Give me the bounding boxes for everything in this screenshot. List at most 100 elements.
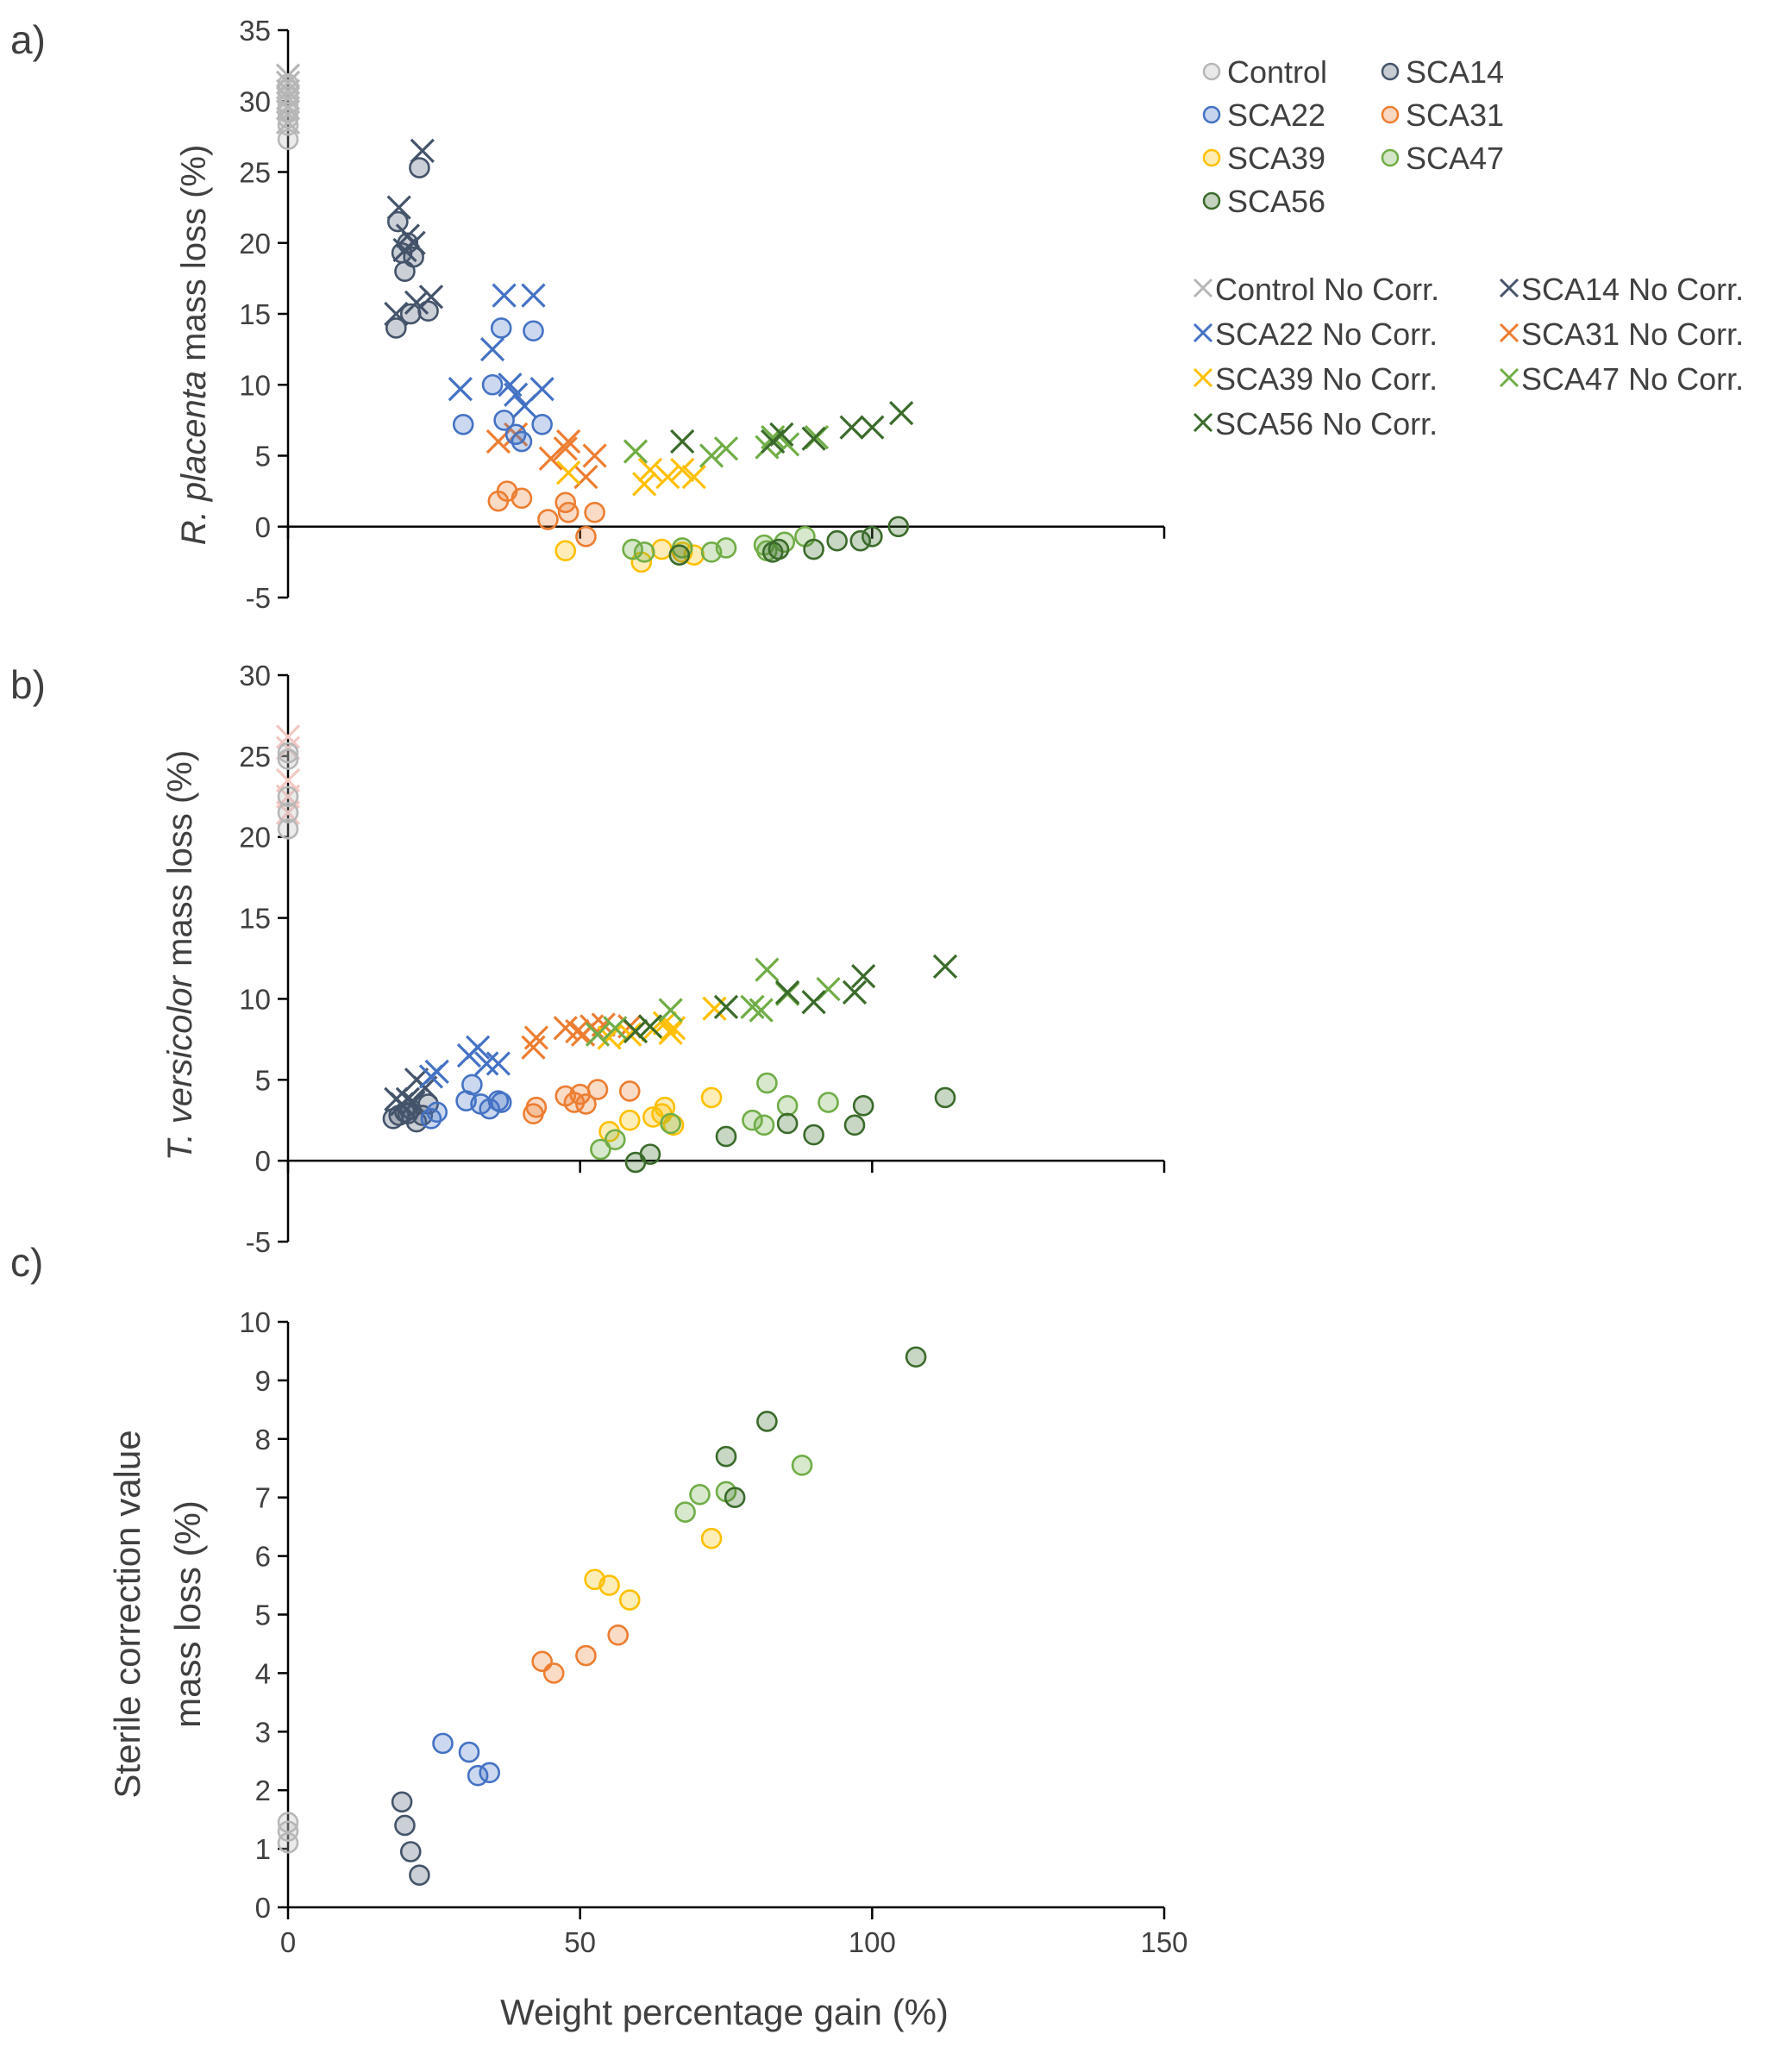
legend-marker-sca31-no-corr bbox=[1499, 322, 1519, 343]
x-tick-label: 50 bbox=[564, 1926, 596, 1958]
panel-a-axes: -5 0 5 10 15 20 25 30 35 bbox=[239, 15, 1166, 614]
point-control bbox=[277, 73, 299, 95]
legend-marker-sca31 bbox=[1381, 105, 1400, 124]
legend-marker-control-no-corr bbox=[1193, 278, 1213, 298]
y-tick-label: 30 bbox=[239, 660, 271, 692]
point-sca56-no-corr bbox=[774, 980, 800, 1005]
point-sca22-no-corr bbox=[521, 283, 546, 308]
y-tick-label: 9 bbox=[255, 1365, 271, 1397]
y-tick-label: 30 bbox=[239, 85, 271, 117]
point-sca56 bbox=[826, 529, 848, 552]
point-sca22-no-corr bbox=[474, 1051, 499, 1076]
y-tick-label: -5 bbox=[246, 582, 271, 614]
point-sca14 bbox=[385, 317, 407, 339]
legend-marker-sca56-no-corr bbox=[1193, 412, 1213, 433]
legend-label-sca14: SCA14 bbox=[1406, 54, 1504, 90]
point-sca56 bbox=[803, 1124, 824, 1146]
legend-label-control-no-corr: Control No Corr. bbox=[1215, 272, 1439, 307]
point-sca47-no-corr bbox=[699, 443, 724, 468]
y-tick-label: 25 bbox=[239, 157, 271, 189]
point-sca47 bbox=[660, 1112, 681, 1135]
point-sca31 bbox=[537, 509, 559, 530]
point-sca56 bbox=[756, 1411, 778, 1432]
point-control-no-corr bbox=[275, 767, 301, 793]
panel-c: c) Sterile correction value mass loss (%… bbox=[10, 1240, 1188, 1958]
point-sca22-no-corr bbox=[479, 336, 505, 362]
point-sca56-no-corr bbox=[801, 426, 826, 451]
point-sca47-no-corr bbox=[623, 439, 649, 464]
point-sca22 bbox=[531, 414, 553, 435]
y-tick-label: 7 bbox=[255, 1482, 271, 1514]
point-sca47 bbox=[756, 1072, 778, 1094]
point-sca39-no-corr bbox=[670, 457, 695, 483]
legend: Control SCA14 SCA22 SCA31 SCA39 SCA47 SCA56 Con… bbox=[1193, 54, 1744, 441]
point-sca14 bbox=[417, 300, 439, 322]
legend-marker-sca39 bbox=[1202, 148, 1221, 167]
legend-label-sca31: SCA31 bbox=[1406, 97, 1504, 133]
point-sca31 bbox=[575, 1093, 597, 1115]
point-sca14 bbox=[399, 303, 422, 325]
point-sca47 bbox=[605, 1129, 626, 1151]
point-sca39-no-corr bbox=[632, 472, 657, 497]
panel-c-marks bbox=[277, 1346, 927, 1886]
y-tick-label: 10 bbox=[239, 369, 271, 401]
point-sca56 bbox=[668, 544, 691, 566]
point-sca31 bbox=[542, 1662, 565, 1684]
x-tick-label: 0 bbox=[280, 1926, 296, 1958]
point-sca31 bbox=[584, 501, 605, 523]
panel-a-ylabel: R. placenta mass loss (%) bbox=[175, 145, 213, 546]
point-sca56 bbox=[934, 1086, 956, 1109]
panel-b-label: b) bbox=[10, 662, 46, 707]
point-sca56 bbox=[715, 1125, 737, 1148]
legend-marker-sca56 bbox=[1202, 191, 1221, 210]
legend-label-control: Control bbox=[1227, 54, 1327, 90]
point-sca39 bbox=[555, 540, 577, 562]
point-sca31-no-corr bbox=[582, 443, 607, 468]
legend-label-sca31-no-corr: SCA31 No Corr. bbox=[1521, 316, 1744, 352]
legend-label-sca39: SCA39 bbox=[1227, 141, 1325, 176]
point-sca47-no-corr bbox=[713, 436, 739, 461]
point-sca31 bbox=[575, 1644, 597, 1667]
point-sca31 bbox=[511, 487, 533, 510]
point-sca39 bbox=[651, 538, 673, 560]
point-sca14 bbox=[387, 210, 409, 233]
point-sca22 bbox=[523, 320, 544, 342]
panel-a-marks bbox=[275, 63, 914, 573]
point-sca22 bbox=[458, 1741, 480, 1763]
point-sca22-no-corr bbox=[504, 382, 529, 407]
point-sca56 bbox=[862, 525, 883, 548]
point-sca22-no-corr bbox=[424, 1059, 449, 1085]
point-sca39-no-corr bbox=[555, 460, 581, 485]
legend-marker-sca22 bbox=[1202, 105, 1221, 124]
y-tick-label: 20 bbox=[239, 822, 271, 854]
point-control bbox=[277, 78, 299, 101]
point-sca39 bbox=[700, 1086, 723, 1109]
panel-c-ylabel-line1: Sterile correction value bbox=[107, 1430, 147, 1798]
point-sca22-no-corr bbox=[486, 1051, 511, 1076]
point-sca14 bbox=[409, 157, 430, 178]
point-sca56-no-corr bbox=[637, 1014, 663, 1039]
point-sca31 bbox=[607, 1624, 629, 1646]
legend-marker-sca47 bbox=[1381, 148, 1400, 167]
panel-a: a) R. placenta mass loss (%) -5 0 5 10 15 20 2… bbox=[10, 15, 1166, 614]
legend-marker-sca47-no-corr bbox=[1499, 367, 1519, 388]
x-tick-label: 150 bbox=[1140, 1926, 1187, 1958]
point-sca56 bbox=[887, 516, 910, 538]
legend-marker-sca39-no-corr bbox=[1193, 367, 1213, 388]
point-control bbox=[277, 748, 299, 770]
point-sca56 bbox=[724, 1487, 746, 1508]
point-sca47 bbox=[776, 1095, 799, 1117]
point-sca22 bbox=[461, 1074, 483, 1096]
point-sca56-no-corr bbox=[932, 954, 958, 980]
point-sca39-no-corr bbox=[702, 996, 727, 1021]
point-sca47-no-corr bbox=[658, 998, 683, 1023]
point-sca47 bbox=[753, 1114, 775, 1136]
y-tick-label: 10 bbox=[239, 983, 271, 1015]
point-control-no-corr bbox=[275, 724, 301, 749]
point-sca56-no-corr bbox=[860, 415, 885, 440]
panel-b-marks bbox=[275, 724, 958, 1174]
point-sca22 bbox=[490, 1092, 512, 1113]
point-sca14-no-corr bbox=[418, 285, 444, 310]
